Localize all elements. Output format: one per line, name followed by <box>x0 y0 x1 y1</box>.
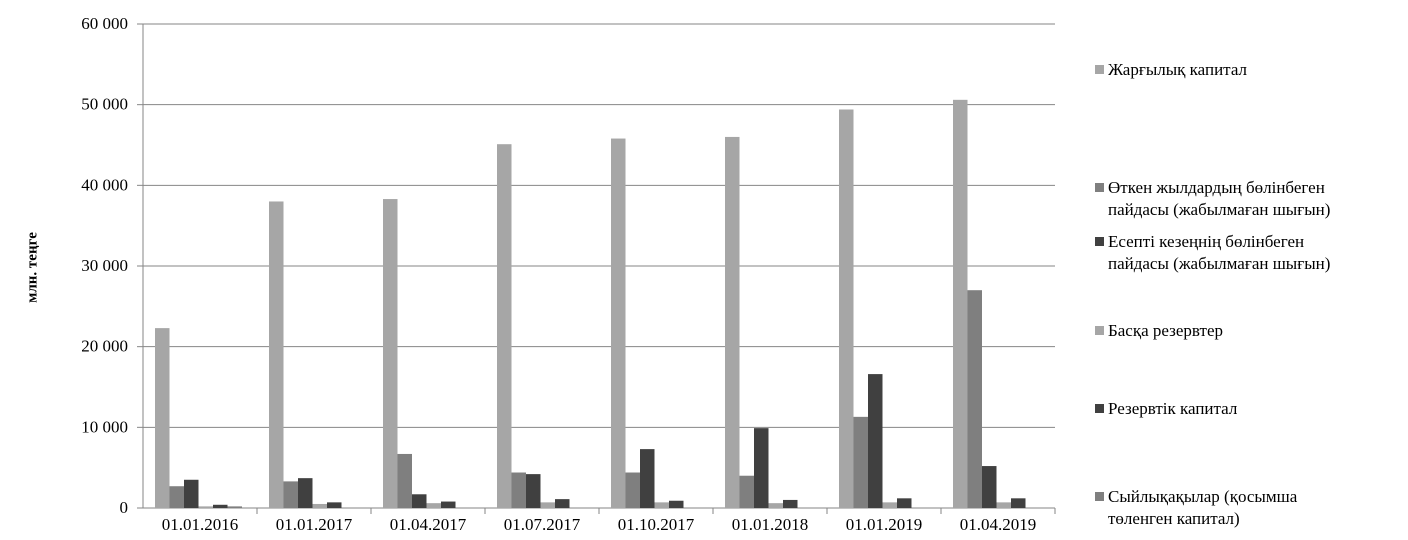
y-tick-label: 60 000 <box>81 14 128 33</box>
bar-2-3 <box>526 474 541 508</box>
bar-1-2 <box>397 453 412 508</box>
legend-swatch <box>1095 65 1104 74</box>
x-tick-label: 01.10.2017 <box>618 515 695 534</box>
bar-2-5 <box>754 428 769 508</box>
x-tick-label: 01.01.2016 <box>162 515 239 534</box>
legend-item: Басқа резервтер <box>1095 320 1223 342</box>
bar-0-6 <box>839 109 854 509</box>
bar-1-1 <box>283 481 298 508</box>
legend-label: Есепті кезеңнің бөлінбеген пайдасы (жабы… <box>1108 232 1331 273</box>
bar-3-4 <box>654 502 669 508</box>
legend-label: Өткен жылдардың бөлінбеген пайдасы (жабы… <box>1108 178 1331 219</box>
legend-item: Сыйлықақылар (қосымша төленген капитал) <box>1095 486 1297 530</box>
bar-1-0 <box>169 486 184 508</box>
bar-3-2 <box>426 503 441 508</box>
x-tick-label: 01.01.2019 <box>846 515 923 534</box>
bar-3-7 <box>996 502 1011 508</box>
bar-4-2 <box>441 501 456 508</box>
bar-4-1 <box>327 502 342 508</box>
bar-5-0 <box>227 506 242 508</box>
y-tick-label: 0 <box>120 498 129 517</box>
legend-item: Резервтік капитал <box>1095 398 1237 420</box>
legend-swatch <box>1095 326 1104 335</box>
legend-label: Басқа резервтер <box>1108 321 1223 340</box>
legend-swatch <box>1095 237 1104 246</box>
y-tick-label: 20 000 <box>81 337 128 356</box>
x-tick-label: 01.04.2019 <box>960 515 1037 534</box>
x-tick-label: 01.07.2017 <box>504 515 581 534</box>
bar-1-3 <box>511 472 526 508</box>
legend-item: Жарғылық капитал <box>1095 59 1247 81</box>
bar-3-3 <box>540 502 555 508</box>
legend-item: Есепті кезеңнің бөлінбеген пайдасы (жабы… <box>1095 231 1330 275</box>
y-tick-label: 40 000 <box>81 175 128 194</box>
bar-4-5 <box>783 499 798 508</box>
bar-0-1 <box>269 201 284 508</box>
bar-1-7 <box>967 290 982 508</box>
bar-1-6 <box>853 416 868 508</box>
bar-4-7 <box>1011 498 1026 508</box>
legend-label: Резервтік капитал <box>1108 399 1238 418</box>
x-tick-label: 01.01.2017 <box>276 515 353 534</box>
bar-3-6 <box>882 502 897 508</box>
bar-3-5 <box>768 503 783 508</box>
legend-label: Жарғылық капитал <box>1108 60 1247 79</box>
y-axis-label: млн. теңге <box>24 232 41 303</box>
bar-2-4 <box>640 449 655 508</box>
bar-0-7 <box>953 99 968 509</box>
chart-legend: Жарғылық капитал Өткен жылдардың бөлінбег… <box>1095 0 1408 540</box>
bar-0-3 <box>497 144 512 508</box>
bar-4-4 <box>669 500 684 508</box>
y-tick-label: 30 000 <box>81 256 128 275</box>
legend-item: Өткен жылдардың бөлінбеген пайдасы (жабы… <box>1095 177 1330 221</box>
bar-2-0 <box>184 479 199 508</box>
legend-label: Сыйлықақылар (қосымша төленген капитал) <box>1108 487 1298 528</box>
bar-1-4 <box>625 472 640 508</box>
bar-2-6 <box>868 374 883 508</box>
bar-0-5 <box>725 136 740 508</box>
bar-3-0 <box>198 506 213 508</box>
bar-2-2 <box>412 494 427 508</box>
legend-swatch <box>1095 183 1104 192</box>
bar-0-4 <box>611 138 626 508</box>
y-tick-label: 10 000 <box>81 417 128 436</box>
bar-4-0 <box>213 504 228 508</box>
bar-2-7 <box>982 466 997 508</box>
bar-2-1 <box>298 478 313 508</box>
bar-1-5 <box>739 475 754 508</box>
bar-0-2 <box>383 199 398 508</box>
bar-4-6 <box>897 498 912 508</box>
legend-swatch <box>1095 492 1104 501</box>
bar-4-3 <box>555 499 570 508</box>
x-tick-label: 01.04.2017 <box>390 515 467 534</box>
legend-swatch <box>1095 404 1104 413</box>
bar-0-0 <box>155 328 170 508</box>
y-tick-label: 50 000 <box>81 95 128 114</box>
x-tick-label: 01.01.2018 <box>732 515 809 534</box>
bar-3-1 <box>312 503 327 508</box>
